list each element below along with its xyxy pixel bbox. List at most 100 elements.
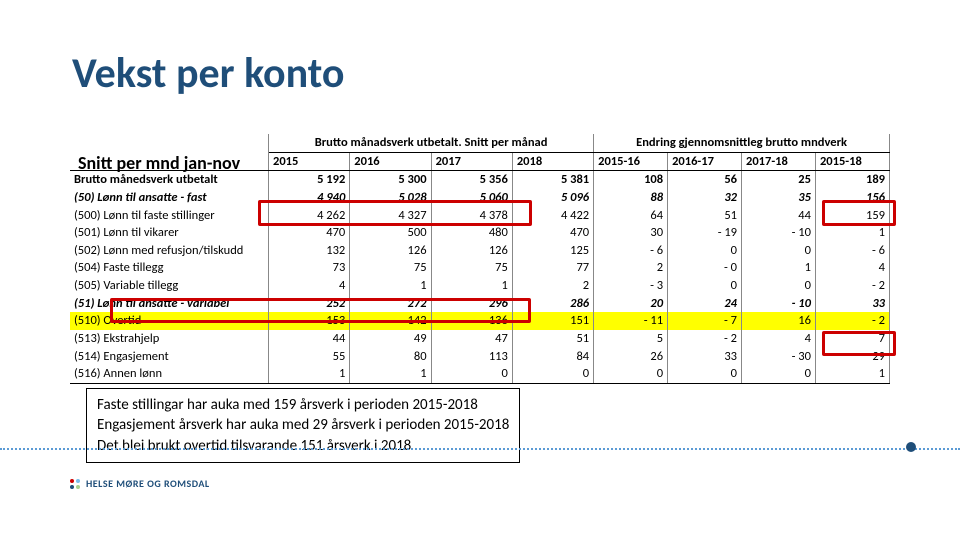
cell: 55 bbox=[269, 348, 350, 366]
cell: 10 bbox=[742, 224, 816, 242]
cell: 1 bbox=[742, 259, 816, 277]
cell: 5 300 bbox=[350, 171, 431, 189]
cell: 33 bbox=[668, 348, 742, 366]
cell: 0 bbox=[512, 365, 593, 383]
cell: 30 bbox=[594, 224, 668, 242]
cell: 0 bbox=[742, 277, 816, 295]
row-label: (514) Engasjement bbox=[70, 348, 269, 366]
col-header: 2017-18 bbox=[742, 152, 816, 171]
cell: 73 bbox=[269, 259, 350, 277]
cell: 0 bbox=[668, 365, 742, 383]
cell: 1 bbox=[815, 224, 889, 242]
row-label: (50) Lønn til ansatte - fast bbox=[70, 189, 269, 207]
cell: 80 bbox=[350, 348, 431, 366]
cell: 64 bbox=[594, 207, 668, 225]
cell: 4 bbox=[815, 259, 889, 277]
cell: 5 028 bbox=[350, 189, 431, 207]
footer-dotted-line bbox=[0, 448, 960, 450]
cell: 142 bbox=[350, 312, 431, 330]
table-row: (50) Lønn til ansatte - fast4 9405 028 5 … bbox=[70, 189, 890, 207]
logo-dots-icon bbox=[70, 479, 80, 489]
cell: 1 bbox=[815, 365, 889, 383]
row-label: (505) Variable tillegg bbox=[70, 277, 269, 295]
cell: 108 bbox=[594, 171, 668, 189]
cell: 84 bbox=[512, 348, 593, 366]
cell: 49 bbox=[350, 330, 431, 348]
cell: 151 bbox=[512, 312, 593, 330]
header-group-1: Brutto månadsverk utbetalt. Snitt per må… bbox=[269, 134, 594, 152]
cell: 4 422 bbox=[512, 207, 593, 225]
row-label: (513) Ekstrahjelp bbox=[70, 330, 269, 348]
row-label: (516) Annen lønn bbox=[70, 365, 269, 383]
data-table-wrap: Brutto månadsverk utbetalt. Snitt per må… bbox=[70, 134, 890, 384]
table-row: (516) Annen lønn11000001 bbox=[70, 365, 890, 383]
cell: 126 bbox=[350, 242, 431, 260]
cell: 5 096 bbox=[512, 189, 593, 207]
cell: 5 192 bbox=[269, 171, 350, 189]
cell: 470 bbox=[512, 224, 593, 242]
cell: 33 bbox=[815, 295, 889, 313]
table-body: Brutto månedsverk utbetalt5 1925 3005 35… bbox=[70, 171, 890, 384]
col-header: 2015 bbox=[269, 152, 350, 171]
cell: 4 bbox=[269, 277, 350, 295]
cell: 0 bbox=[668, 259, 742, 277]
page-title: Vekst per konto bbox=[72, 48, 345, 99]
cell: 4 327 bbox=[350, 207, 431, 225]
table-row: (513) Ekstrahjelp444947515247 bbox=[70, 330, 890, 348]
row-label: (504) Faste tillegg bbox=[70, 259, 269, 277]
table-row: (500) Lønn til faste stillinger4 2624 32… bbox=[70, 207, 890, 225]
cell: 44 bbox=[742, 207, 816, 225]
table-row: (51) Lønn til ansatte - variabel25227229… bbox=[70, 295, 890, 313]
cell: 11 bbox=[594, 312, 668, 330]
cell: 35 bbox=[742, 189, 816, 207]
cell: 10 bbox=[742, 295, 816, 313]
cell: 1 bbox=[350, 365, 431, 383]
cell: 6 bbox=[815, 242, 889, 260]
col-header: 2016 bbox=[350, 152, 431, 171]
cell: 56 bbox=[668, 171, 742, 189]
cell: 51 bbox=[668, 207, 742, 225]
table-row: (501) Lønn til vikarer470500480470301910… bbox=[70, 224, 890, 242]
cell: 6 bbox=[594, 242, 668, 260]
table-row: (510) Overtid153142136151117162 bbox=[70, 312, 890, 330]
table-row: (504) Faste tillegg737575772014 bbox=[70, 259, 890, 277]
comment-line-1: Faste stillingar har auka med 159 årsver… bbox=[97, 395, 509, 415]
col-header: 2018 bbox=[512, 152, 593, 171]
cell: 272 bbox=[350, 295, 431, 313]
col-header: 2016-17 bbox=[668, 152, 742, 171]
subtitle: Snitt per mnd jan-nov bbox=[78, 152, 240, 174]
comment-line-3: Det blei brukt overtid tilsvarande 151 å… bbox=[97, 436, 509, 456]
cell: 4 940 bbox=[269, 189, 350, 207]
cell: 20 bbox=[594, 295, 668, 313]
cell: 16 bbox=[742, 312, 816, 330]
cell: 7 bbox=[668, 312, 742, 330]
cell: 470 bbox=[269, 224, 350, 242]
cell: 88 bbox=[594, 189, 668, 207]
cell: 2 bbox=[815, 312, 889, 330]
table-row: (514) Engasjement55801138426333029 bbox=[70, 348, 890, 366]
cell: 0 bbox=[742, 365, 816, 383]
cell: 44 bbox=[269, 330, 350, 348]
cell: 26 bbox=[594, 348, 668, 366]
row-label: (500) Lønn til faste stillinger bbox=[70, 207, 269, 225]
row-label: (51) Lønn til ansatte - variabel bbox=[70, 295, 269, 313]
cell: 126 bbox=[431, 242, 512, 260]
footer-logo: HELSE MØRE OG ROMSDAL bbox=[70, 477, 210, 490]
cell: 75 bbox=[431, 259, 512, 277]
cell: 2 bbox=[668, 330, 742, 348]
cell: 4 378 bbox=[431, 207, 512, 225]
table-row: (505) Variable tillegg41123002 bbox=[70, 277, 890, 295]
cell: 51 bbox=[512, 330, 593, 348]
comment-line-2: Engasjement årsverk har auka med 29 årsv… bbox=[97, 415, 509, 435]
cell: 2 bbox=[594, 259, 668, 277]
cell: 113 bbox=[431, 348, 512, 366]
cell: 29 bbox=[815, 348, 889, 366]
slide: Vekst per konto Brutto månadsverk utbeta… bbox=[0, 0, 960, 540]
cell: 0 bbox=[431, 365, 512, 383]
cell: 136 bbox=[431, 312, 512, 330]
cell: 159 bbox=[815, 207, 889, 225]
cell: 5 bbox=[594, 330, 668, 348]
comment-box: Faste stillingar har auka med 159 årsver… bbox=[86, 388, 520, 463]
cell: 0 bbox=[668, 242, 742, 260]
cell: 19 bbox=[668, 224, 742, 242]
